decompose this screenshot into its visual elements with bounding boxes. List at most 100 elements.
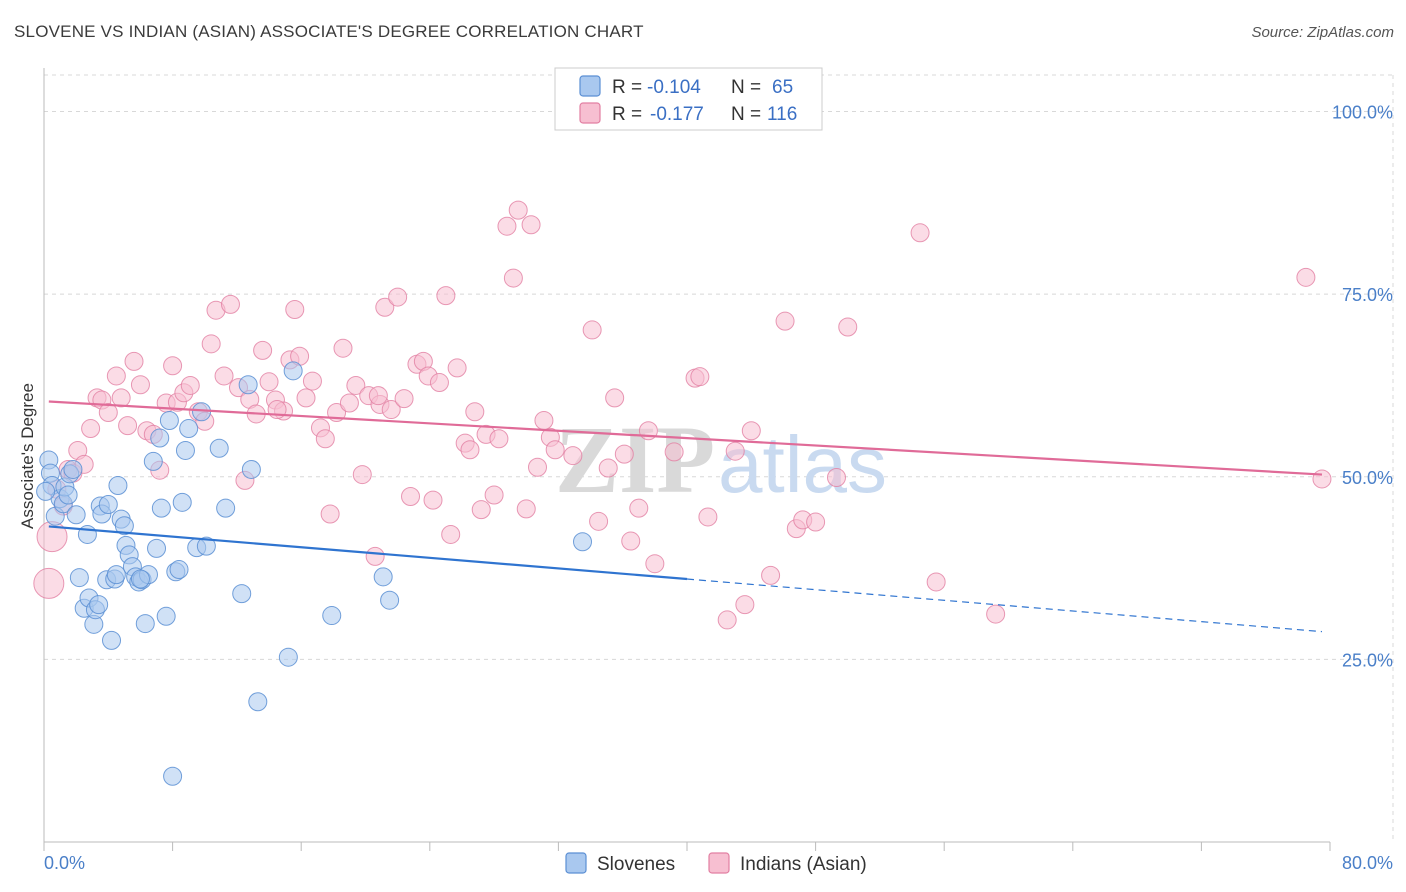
slovenes-point (66, 505, 86, 525)
slovenes-trend-line (48, 525, 688, 581)
indians-point (508, 200, 528, 220)
indians-point (259, 372, 279, 392)
indians-point (441, 524, 461, 544)
slovenes-point (216, 498, 236, 518)
slovenes-point (322, 606, 342, 626)
indians-point (1296, 267, 1316, 287)
legend-n-value-1: 65 (772, 77, 793, 98)
indians-point (346, 375, 366, 395)
indians-point (429, 373, 449, 393)
slovenes-point (102, 630, 122, 650)
slovenes-point (278, 647, 298, 667)
indians-point (81, 419, 101, 439)
indians-point (368, 386, 388, 406)
indians-point (320, 504, 340, 524)
indians-point (401, 486, 421, 506)
indians-point (690, 367, 710, 387)
indians-point (545, 440, 565, 460)
legend-swatch-slovenes (579, 75, 601, 97)
indians-point (220, 294, 240, 314)
indians-point (605, 388, 625, 408)
indians-point (296, 388, 316, 408)
indians-point (111, 388, 131, 408)
chart-title: SLOVENE VS INDIAN (ASIAN) ASSOCIATE'S DE… (14, 22, 644, 41)
slovenes-point (241, 459, 261, 479)
bottom-legend-swatch-indians (708, 852, 730, 874)
slovenes-point (89, 595, 109, 615)
y-tick-label: 25.0% (1342, 650, 1393, 670)
indians-point (664, 442, 684, 462)
legend-box: R = -0.104 N = 65 R = -0.177 N = 116 (554, 67, 823, 131)
slovenes-point (147, 538, 167, 558)
x-tick-max: 80.0% (1342, 853, 1393, 873)
indians-point (315, 429, 335, 449)
slovenes-point (98, 495, 118, 515)
indians-point (98, 402, 118, 422)
indians-point (589, 511, 609, 531)
slovenes-point (573, 532, 593, 552)
slovenes-point (69, 568, 89, 588)
indians-point (725, 441, 745, 461)
slovenes-point (143, 451, 163, 471)
indians-point (180, 375, 200, 395)
indians-point (352, 465, 372, 485)
indians-point (598, 458, 618, 478)
slovenes-point (58, 485, 78, 505)
indians-point (582, 320, 602, 340)
indians-point (838, 317, 858, 337)
indians-point (629, 498, 649, 518)
indians-point (698, 507, 718, 527)
legend-n-label-1: N = (731, 77, 761, 98)
trend-lines (48, 400, 1323, 633)
slovenes-point (135, 614, 155, 634)
indians-point (460, 440, 480, 460)
indians-point (163, 356, 183, 376)
indians-point (986, 604, 1006, 624)
indians-point (910, 223, 930, 243)
slovenes-point (232, 584, 252, 604)
slovenes-point (380, 590, 400, 610)
bottom-legend-indians: Indians (Asian) (740, 854, 867, 875)
indians-point (381, 400, 401, 420)
indians-point (735, 595, 755, 615)
bottom-legend-slovenes: Slovenes (597, 854, 675, 875)
slovenes-point (156, 606, 176, 626)
indians-point (1312, 469, 1332, 489)
slovenes-point (192, 402, 212, 422)
slovenes-point (130, 569, 150, 589)
slovenes-point (114, 516, 134, 536)
indians-point (614, 444, 634, 464)
slovenes-point (150, 428, 170, 448)
indians-point (503, 268, 523, 288)
y-tick-labels: 25.0% 50.0% 75.0% 100.0% (1332, 103, 1393, 671)
indians-point (775, 311, 795, 331)
legend-r-label-2: R = (612, 104, 642, 125)
indians-point (365, 546, 385, 566)
indians-point (761, 565, 781, 585)
indians-point (33, 567, 65, 599)
indians-point (489, 429, 509, 449)
indians-point (717, 610, 737, 630)
indians-point (118, 416, 138, 436)
slovenes-trend-extension (686, 578, 1323, 633)
slovenes-point (196, 536, 216, 556)
indians-point (285, 299, 305, 319)
slovenes-point (108, 476, 128, 496)
indians-point (645, 554, 665, 574)
slovenes-point (373, 567, 393, 587)
indians-point (201, 334, 221, 354)
indians-point (826, 467, 846, 487)
indians-point (621, 531, 641, 551)
indians-point (741, 421, 761, 441)
slovenes-point (169, 560, 189, 580)
indians-point (436, 286, 456, 306)
indians-point (333, 338, 353, 358)
indians-point (484, 485, 504, 505)
indians-point (130, 375, 150, 395)
indians-point (534, 411, 554, 431)
slovenes-point (179, 419, 199, 439)
legend-r-label-1: R = (612, 77, 642, 98)
legend-n-label-2: N = (731, 104, 761, 125)
bottom-legend-swatch-slovenes (565, 852, 587, 874)
slovenes-point (159, 411, 179, 431)
